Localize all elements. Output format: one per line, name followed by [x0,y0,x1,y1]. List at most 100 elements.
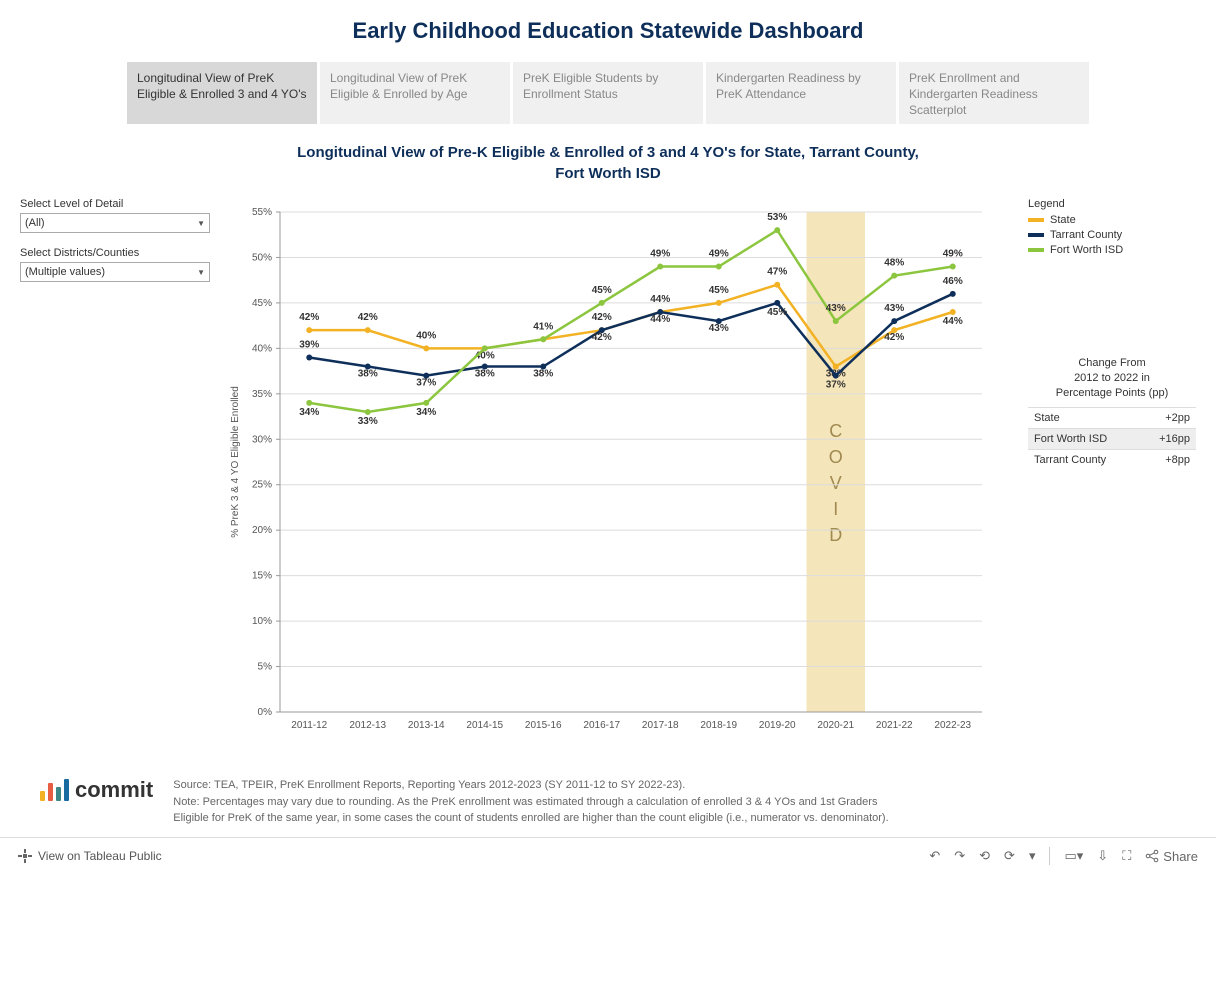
svg-text:37%: 37% [416,378,436,389]
filter-detail-select[interactable]: (All)▼ [20,213,210,233]
svg-text:47%: 47% [767,267,787,278]
svg-text:40%: 40% [416,330,436,341]
divider [1049,847,1050,865]
svg-text:20%: 20% [252,525,272,536]
svg-text:45%: 45% [252,298,272,309]
svg-text:30%: 30% [252,434,272,445]
chevron-down-icon: ▼ [197,268,205,277]
svg-text:33%: 33% [358,416,378,427]
svg-text:49%: 49% [943,249,963,260]
svg-text:42%: 42% [358,312,378,323]
svg-text:45%: 45% [709,285,729,296]
tab-3[interactable]: Kindergarten Readiness by PreK Attendanc… [706,62,896,124]
svg-text:2018-19: 2018-19 [700,720,737,731]
tableau-toolbar: View on Tableau Public ↶ ↷ ⟲ ⟳ ▾ ▭▾ ⇩ ⛶ … [0,837,1216,875]
page-title: Early Childhood Education Statewide Dash… [20,18,1196,44]
svg-text:43%: 43% [826,303,846,314]
svg-text:I: I [833,499,838,519]
svg-text:43%: 43% [884,303,904,314]
legend-item[interactable]: Tarrant County [1028,229,1196,241]
svg-text:2016-17: 2016-17 [583,720,620,731]
svg-text:2022-23: 2022-23 [934,720,971,731]
line-chart[interactable]: COVID0%5%10%15%20%25%30%35%40%45%50%55%2… [220,192,990,752]
filter-districts-label: Select Districts/Counties [20,247,220,259]
share-button[interactable]: Share [1145,849,1198,864]
svg-text:42%: 42% [592,332,612,343]
svg-text:34%: 34% [416,407,436,418]
svg-text:45%: 45% [592,285,612,296]
svg-text:42%: 42% [592,312,612,323]
svg-text:45%: 45% [767,307,787,318]
svg-text:% PreK 3 & 4 YO Eligible Enrol: % PreK 3 & 4 YO Eligible Enrolled [230,386,241,538]
undo-icon[interactable]: ↶ [929,848,940,864]
change-table: Change From 2012 to 2022 in Percentage P… [1028,356,1196,470]
svg-text:46%: 46% [943,276,963,287]
presentation-icon[interactable]: ▭▾ [1064,848,1083,864]
svg-text:49%: 49% [650,249,670,260]
tableau-icon [18,849,32,863]
svg-text:41%: 41% [533,321,553,332]
redo-icon[interactable]: ↷ [954,848,965,864]
view-on-tableau-link[interactable]: View on Tableau Public [18,849,162,863]
svg-text:D: D [829,525,842,545]
svg-text:O: O [829,447,843,467]
filter-detail-label: Select Level of Detail [20,198,220,210]
table-row: Tarrant County+8pp [1028,449,1196,470]
filter-districts-select[interactable]: (Multiple values)▼ [20,262,210,282]
svg-text:2015-16: 2015-16 [525,720,562,731]
tab-1[interactable]: Longitudinal View of PreK Eligible & Enr… [320,62,510,124]
svg-text:35%: 35% [252,389,272,400]
svg-text:2013-14: 2013-14 [408,720,445,731]
tab-0[interactable]: Longitudinal View of PreK Eligible & Enr… [127,62,317,124]
svg-text:50%: 50% [252,252,272,263]
svg-text:39%: 39% [299,339,319,350]
svg-text:15%: 15% [252,571,272,582]
legend-item[interactable]: Fort Worth ISD [1028,244,1196,256]
svg-text:42%: 42% [884,332,904,343]
chevron-down-icon: ▼ [197,219,205,228]
footnote: Source: TEA, TPEIR, PreK Enrollment Repo… [173,777,893,827]
commit-logo: commit [40,777,153,803]
svg-text:49%: 49% [709,249,729,260]
svg-text:0%: 0% [258,707,273,718]
svg-text:44%: 44% [650,294,670,305]
legend-item[interactable]: State [1028,214,1196,226]
refresh-icon[interactable]: ⟳ [1004,848,1015,864]
svg-text:2020-21: 2020-21 [817,720,854,731]
pause-icon[interactable]: ▾ [1029,848,1036,864]
svg-text:37%: 37% [826,380,846,391]
svg-text:2011-12: 2011-12 [291,720,327,731]
tab-2[interactable]: PreK Eligible Students by Enrollment Sta… [513,62,703,124]
fullscreen-icon[interactable]: ⛶ [1122,848,1131,864]
svg-text:10%: 10% [252,616,272,627]
revert-icon[interactable]: ⟲ [979,848,990,864]
svg-text:42%: 42% [299,312,319,323]
legend-title: Legend [1028,198,1196,210]
svg-text:25%: 25% [252,480,272,491]
svg-text:43%: 43% [709,323,729,334]
svg-text:40%: 40% [252,343,272,354]
tab-4[interactable]: PreK Enrollment and Kindergarten Readine… [899,62,1089,124]
table-row: State+2pp [1028,407,1196,428]
svg-text:2017-18: 2017-18 [642,720,679,731]
svg-text:38%: 38% [358,369,378,380]
svg-text:53%: 53% [767,212,787,223]
chart-subtitle: Longitudinal View of Pre-K Eligible & En… [20,142,1196,184]
svg-text:2021-22: 2021-22 [876,720,913,731]
svg-text:44%: 44% [650,314,670,325]
svg-text:48%: 48% [884,258,904,269]
svg-text:55%: 55% [252,207,272,218]
svg-text:34%: 34% [299,407,319,418]
svg-text:2012-13: 2012-13 [349,720,386,731]
svg-text:5%: 5% [258,662,273,673]
svg-text:38%: 38% [533,369,553,380]
svg-text:44%: 44% [943,316,963,327]
svg-text:2014-15: 2014-15 [466,720,503,731]
table-row: Fort Worth ISD+16pp [1028,428,1196,449]
filter-panel: Select Level of Detail (All)▼ Select Dis… [20,192,220,296]
legend: Legend State Tarrant County Fort Worth ISD… [1016,192,1196,470]
tab-bar: Longitudinal View of PreK Eligible & Enr… [20,62,1196,124]
svg-text:2019-20: 2019-20 [759,720,796,731]
download-icon[interactable]: ⇩ [1097,848,1108,864]
svg-text:38%: 38% [475,369,495,380]
